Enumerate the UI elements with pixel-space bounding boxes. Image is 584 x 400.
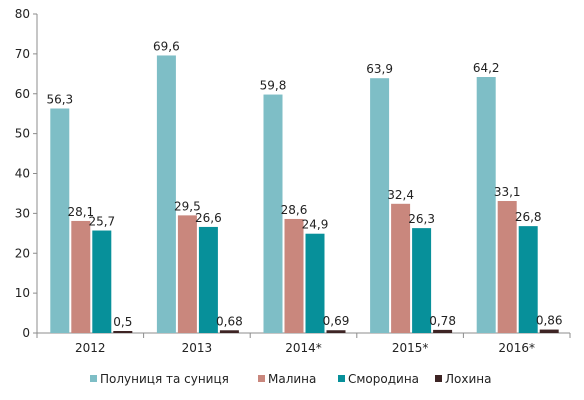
data-label: 26,3	[408, 212, 435, 226]
bar	[92, 230, 112, 333]
y-tick-label: 10	[15, 286, 30, 300]
data-label: 63,9	[366, 62, 393, 76]
bar	[156, 55, 176, 333]
y-tick-label: 50	[15, 127, 30, 141]
bars	[50, 55, 559, 333]
bar	[71, 220, 91, 333]
data-label: 33,1	[494, 185, 521, 199]
y-tick-label: 80	[15, 7, 30, 21]
bar	[539, 329, 559, 333]
bar	[476, 77, 496, 333]
x-tick-label: 2013	[182, 341, 213, 355]
bar	[198, 226, 218, 333]
data-label: 29,5	[174, 199, 201, 213]
data-label: 69,6	[153, 39, 180, 53]
data-label: 32,4	[387, 188, 414, 202]
x-tick-label: 2014*	[285, 341, 322, 355]
bar	[433, 329, 453, 333]
data-label: 0,68	[216, 314, 243, 328]
bar	[497, 201, 517, 333]
legend-label: Малина	[268, 372, 316, 386]
data-label: 0,86	[536, 314, 563, 328]
legend-swatch	[338, 375, 345, 382]
y-tick-label: 70	[15, 47, 30, 61]
bar	[263, 94, 283, 333]
x-tick-label: 2016*	[498, 341, 535, 355]
x-tick-label: 2015*	[392, 341, 429, 355]
data-label: 0,69	[323, 314, 350, 328]
data-label: 26,8	[515, 210, 542, 224]
legend-label: Полуниця та суниця	[100, 372, 229, 386]
data-label: 56,3	[46, 93, 73, 107]
bar	[518, 226, 538, 333]
bar	[113, 331, 133, 333]
legend: Полуниця та суниця Малина Смородина Лохина	[90, 372, 491, 386]
axes: 0 10 20 30 40 50 60 70 80 2012 2013 2014* 2015* 2016*	[15, 7, 571, 355]
bar	[391, 203, 411, 333]
data-label: 0,78	[429, 314, 456, 328]
bar	[370, 78, 390, 333]
data-label: 25,7	[88, 215, 115, 229]
y-tick-label: 20	[15, 246, 30, 260]
bar	[305, 233, 325, 333]
y-tick-label: 0	[22, 326, 30, 340]
data-label: 24,9	[302, 218, 329, 232]
bar	[284, 218, 304, 333]
legend-label: Смородина	[348, 372, 419, 386]
data-label: 28,1	[67, 205, 94, 219]
legend-swatch	[90, 375, 97, 382]
bar	[326, 330, 346, 333]
bar	[177, 215, 197, 333]
data-labels: 56,3 69,6 59,8 63,9 64,2 28,1 29,5 28,6 32,4 33,1…	[46, 39, 562, 329]
x-tick-label: 2012	[75, 341, 106, 355]
legend-label: Лохина	[445, 372, 491, 386]
y-tick-label: 30	[15, 206, 30, 220]
y-tick-label: 40	[15, 167, 30, 181]
data-label: 64,2	[473, 61, 500, 75]
y-tick-label: 60	[15, 87, 30, 101]
legend-swatch	[258, 375, 265, 382]
bar	[219, 330, 239, 333]
legend-swatch	[435, 375, 442, 382]
bar	[50, 108, 70, 333]
data-label: 0,5	[113, 315, 132, 329]
data-label: 59,8	[260, 79, 287, 93]
bar	[412, 228, 432, 333]
data-label: 28,6	[281, 203, 308, 217]
data-label: 26,6	[195, 211, 222, 225]
